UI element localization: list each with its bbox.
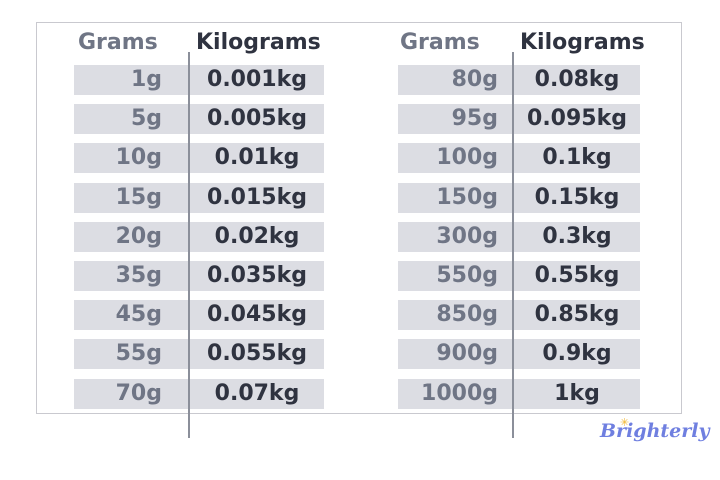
kilograms-cell: 0.055kg [190,339,324,370]
kilograms-cell: 0.035kg [190,260,324,291]
grams-cell: 850g [398,300,512,331]
kilograms-cell: 0.9kg [514,339,640,370]
grams-cell: 150g [398,182,512,213]
kilograms-cell: 0.55kg [514,260,640,291]
grams-cell: 1g [74,65,188,95]
column-divider [512,52,514,438]
grams-cell: 100g [398,143,512,174]
grams-cell: 5g [74,104,188,135]
kilograms-cell: 0.08kg [514,65,640,95]
kilograms-cell: 0.1kg [514,143,640,174]
kilograms-cell: 0.005kg [190,104,324,135]
grams-cell: 35g [74,260,188,291]
kilograms-cell: 0.015kg [190,182,324,213]
kilograms-cell: 0.07kg [190,378,324,409]
kilograms-cell: 0.15kg [514,182,640,213]
kilograms-cell: 0.045kg [190,300,324,331]
column-divider [188,52,190,438]
kilograms-cell: 0.095kg [514,104,640,135]
kilograms-header: Kilograms [520,30,645,55]
sun-icon: ✳ [620,416,630,429]
grams-cell: 10g [74,143,188,174]
kilograms-header: Kilograms [196,30,321,55]
grams-cell: 15g [74,182,188,213]
grams-cell: 900g [398,339,512,370]
grams-cell: 55g [74,339,188,370]
grams-cell: 80g [398,65,512,95]
kilograms-cell: 0.85kg [514,300,640,331]
grams-cell: 45g [74,300,188,331]
grams-header: Grams [400,30,480,55]
grams-cell: 550g [398,260,512,291]
grams-header: Grams [78,30,158,55]
kilograms-cell: 0.001kg [190,65,324,95]
brand-logo: Brighterly [600,420,710,442]
kilograms-cell: 0.3kg [514,221,640,252]
kilograms-cell: 0.01kg [190,143,324,174]
grams-cell: 300g [398,221,512,252]
grams-cell: 70g [74,378,188,409]
grams-cell: 20g [74,221,188,252]
kilograms-cell: 1kg [514,378,640,409]
grams-cell: 1000g [398,378,512,409]
grams-cell: 95g [398,104,512,135]
kilograms-cell: 0.02kg [190,221,324,252]
